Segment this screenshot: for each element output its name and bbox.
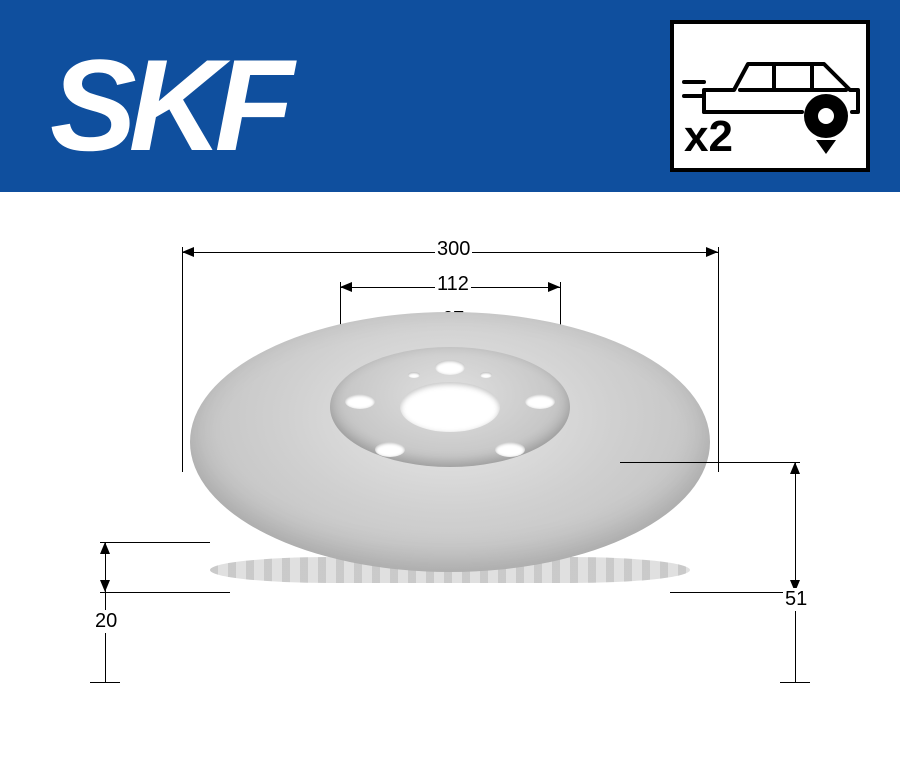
bolt-hole	[435, 360, 465, 375]
arrow-icon	[706, 247, 718, 257]
ext-line	[100, 542, 210, 543]
quantity-label: x2	[684, 112, 733, 162]
center-bore-hole	[400, 382, 500, 432]
technical-diagram: 300 112 67 20 51	[0, 192, 900, 776]
dim-outer-diameter: 300	[435, 238, 472, 261]
ext-line	[100, 592, 230, 593]
arrow-icon	[790, 462, 800, 474]
bolt-hole	[375, 442, 405, 457]
ext-line	[620, 462, 800, 463]
brand-logo: SKF	[50, 30, 286, 180]
locator-hole	[408, 372, 420, 378]
dim-pcd: 112	[435, 273, 471, 296]
arrow-icon	[182, 247, 194, 257]
arrow-icon	[100, 542, 110, 554]
quantity-badge: x2	[670, 20, 870, 172]
ext-line-base	[780, 682, 810, 683]
locator-hole	[480, 372, 492, 378]
ext-line-base	[90, 682, 120, 683]
arrow-icon	[340, 282, 352, 292]
dim-thickness: 20	[93, 610, 119, 633]
brand-header: SKF x2	[0, 0, 900, 192]
dim-line-51	[795, 462, 796, 682]
arrow-icon	[548, 282, 560, 292]
ext-line	[182, 247, 183, 472]
ext-line	[718, 247, 719, 472]
bolt-hole	[525, 394, 555, 409]
bolt-hole	[495, 442, 525, 457]
bolt-hole	[345, 394, 375, 409]
arrow-icon	[100, 580, 110, 592]
badge-inner: x2	[674, 24, 866, 168]
dim-hat-height: 51	[783, 588, 809, 611]
ext-line	[670, 592, 800, 593]
